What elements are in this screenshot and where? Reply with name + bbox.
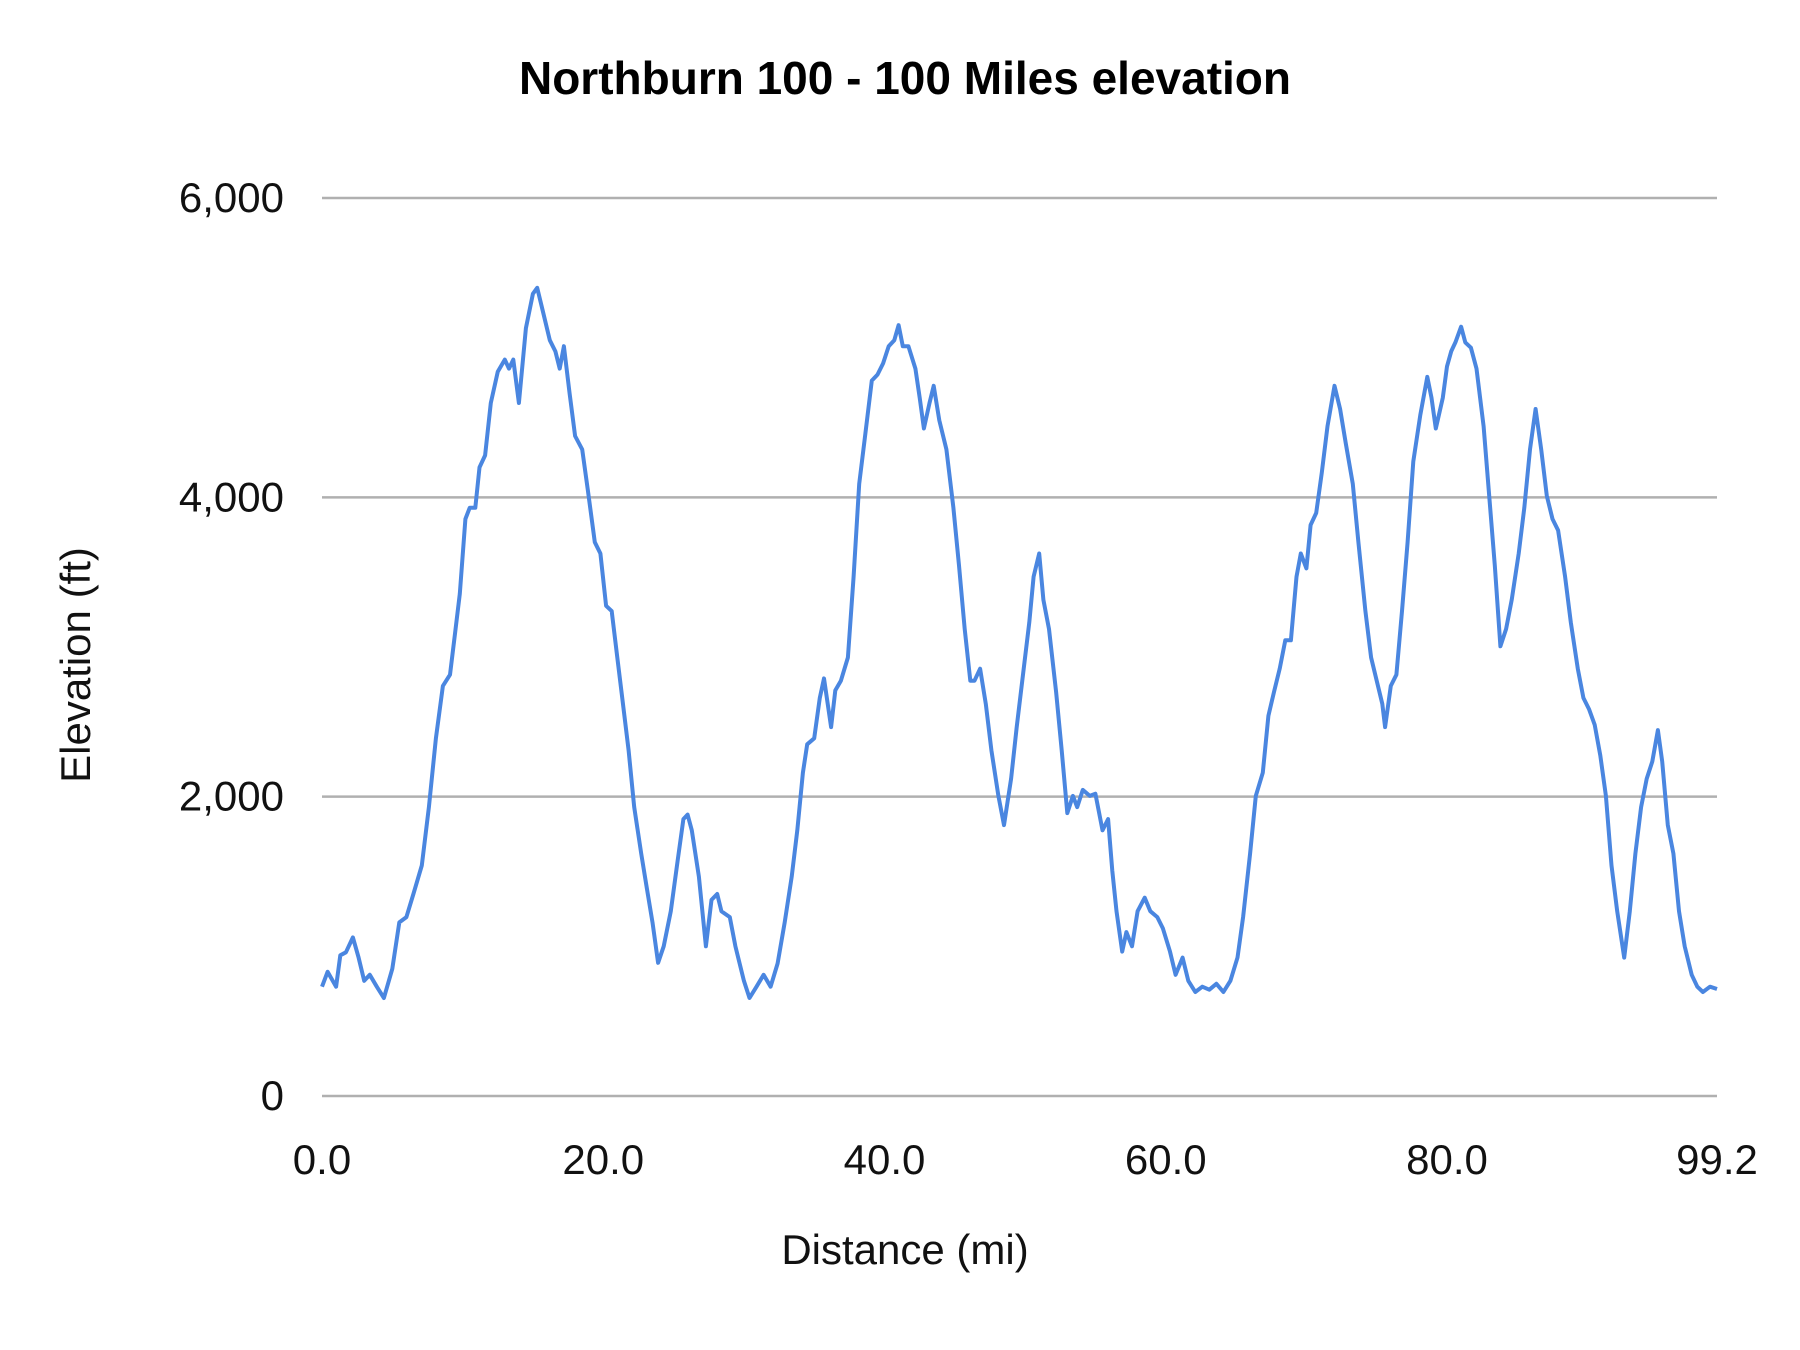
y-axis-ticks: 0 2,000 4,000 6,000 bbox=[179, 174, 284, 1119]
x-tick-label: 20.0 bbox=[562, 1136, 644, 1183]
x-tick-label: 80.0 bbox=[1406, 1136, 1488, 1183]
y-tick-label: 2,000 bbox=[179, 773, 284, 820]
x-tick-label: 60.0 bbox=[1125, 1136, 1207, 1183]
chart-title: Northburn 100 - 100 Miles elevation bbox=[519, 52, 1291, 104]
x-tick-label: 0.0 bbox=[293, 1136, 351, 1183]
x-tick-label: 99.2 bbox=[1676, 1136, 1758, 1183]
y-tick-label: 4,000 bbox=[179, 473, 284, 520]
y-tick-label: 6,000 bbox=[179, 174, 284, 221]
x-tick-label: 40.0 bbox=[844, 1136, 926, 1183]
y-axis-label: Elevation (ft) bbox=[52, 547, 99, 783]
x-axis-ticks: 0.0 20.0 40.0 60.0 80.0 99.2 bbox=[293, 1136, 1758, 1183]
elevation-line bbox=[320, 285, 1718, 1000]
y-tick-label: 0 bbox=[261, 1072, 284, 1119]
x-axis-label: Distance (mi) bbox=[781, 1226, 1028, 1273]
gridlines bbox=[322, 196, 1717, 1098]
